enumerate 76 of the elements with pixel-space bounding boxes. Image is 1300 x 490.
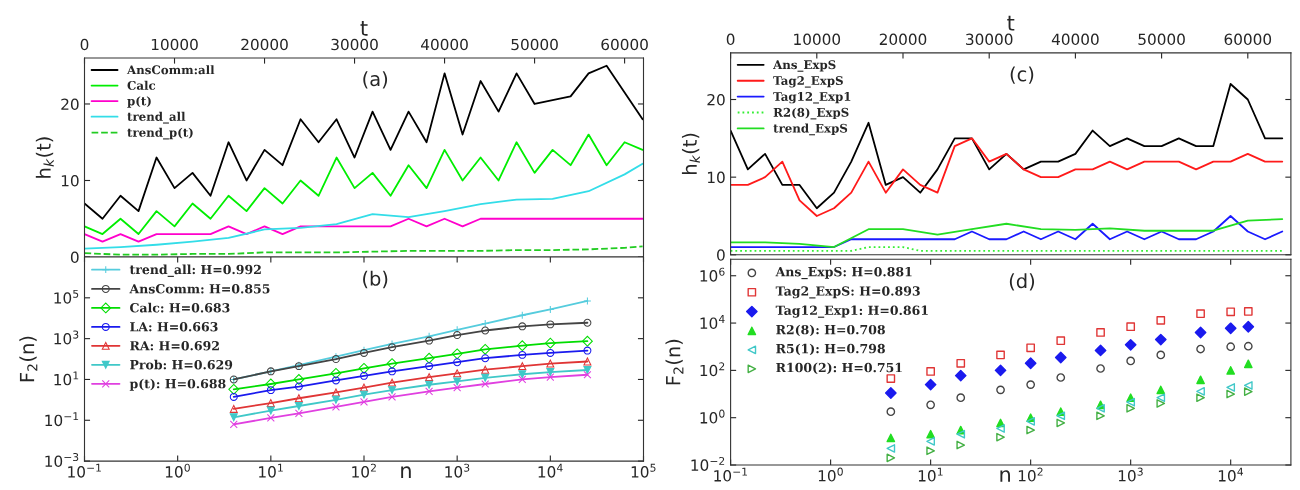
legend-label: R5(1): H=0.798 [776, 343, 885, 356]
x-axis-title: t [360, 21, 368, 36]
annotation: (b) [363, 270, 388, 289]
x-tick-label: 10000 [151, 38, 198, 51]
annotation: (c) [1010, 66, 1034, 84]
y-tick-label: 10$^{5}$ [54, 289, 79, 304]
x-tick-label: 30000 [331, 38, 378, 51]
legend-label: Calc: H=0.683 [130, 302, 230, 313]
y-axis-title: F$_{2}$(n) [665, 339, 684, 385]
y-axis-title: h$_{k}$(t) [681, 133, 700, 174]
legend-label: LA: H=0.663 [130, 321, 218, 332]
y-tick-label: 10$^{4}$ [700, 315, 725, 329]
y-tick-label: 10 [61, 174, 79, 187]
y-tick-label: 10$^{3}$ [54, 330, 79, 345]
x-tick-label: 10$^{0}$ [165, 463, 190, 478]
y-tick-label: 10$^{−3}$ [45, 452, 79, 467]
x-tick-label: 60000 [601, 38, 648, 51]
legend-label: Tag12_Exp1: H=0.861 [775, 305, 928, 318]
x-tick-label: 60000 [1224, 33, 1272, 46]
x-tick-label: 0 [80, 38, 89, 51]
x-tick-label: 10$^{4}$ [538, 463, 563, 478]
y-axis-title: h$_{k}$(t) [35, 137, 54, 178]
y-tick-label: 10$^{1}$ [54, 371, 79, 386]
x-tick-label: 10$^{4}$ [1218, 467, 1244, 482]
x-axis-title: n [401, 466, 411, 478]
legend-label: Ans_ExpS [773, 60, 836, 72]
y-tick-label: 10$^{2}$ [700, 362, 725, 377]
legend-label: p(t) [127, 96, 151, 108]
x-axis-title: n [1000, 470, 1010, 482]
x-tick-label: 40000 [1051, 33, 1099, 46]
x-tick-label: 10$^{3}$ [445, 463, 470, 478]
annotation: (d) [1009, 273, 1035, 291]
annotation: (a) [363, 71, 388, 89]
x-tick-label: 10$^{1}$ [259, 463, 283, 478]
y-tick-label: 10$^{6}$ [700, 267, 725, 282]
y-tick-label: 20 [707, 93, 725, 106]
y-tick-label: 10$^{0}$ [700, 409, 725, 424]
x-tick-label: 10$^{2}$ [352, 463, 376, 478]
x-tick-label: 10$^{3}$ [1118, 467, 1143, 482]
y-tick-label: 10$^{−2}$ [691, 456, 725, 471]
x-tick-label: 20000 [879, 33, 927, 46]
legend-label: R100(2): H=0.751 [776, 362, 902, 375]
x-tick-label: 10$^{0}$ [818, 467, 843, 482]
legend-label: Tag2_ExpS [773, 76, 843, 88]
x-tick-label: 10$^{1}$ [918, 467, 943, 482]
x-tick-label: 40000 [421, 38, 468, 51]
legend-label: Prob: H=0.629 [130, 359, 233, 370]
legend-label: R2(8): H=0.708 [776, 324, 885, 337]
x-tick-label: 10000 [794, 33, 841, 46]
y-tick-label: 10$^{−1}$ [45, 412, 79, 427]
legend-label: Calc [127, 80, 156, 90]
y-tick-label: 20 [61, 98, 79, 110]
x-tick-label: 0 [726, 33, 735, 46]
y-tick-label: 0 [717, 249, 725, 261]
x-tick-label: 30000 [966, 33, 1013, 46]
x-tick-label: 20000 [241, 38, 288, 51]
legend-label: Ans_ExpS: H=0.881 [775, 266, 912, 280]
x-axis-title: t [1007, 15, 1015, 31]
y-axis-title: F$_{2}$(n) [19, 336, 38, 382]
y-tick-label: 10 [707, 171, 725, 184]
legend-label: RA: H=0.692 [130, 340, 219, 351]
x-tick-label: 10$^{5}$ [631, 463, 656, 478]
legend-label: trend_ExpS [773, 123, 848, 136]
legend-label: trend_all: H=0.992 [129, 264, 261, 277]
x-tick-label: 10$^{2}$ [1018, 467, 1043, 482]
legend-label: Tag2_ExpS: H=0.893 [775, 286, 920, 299]
y-tick-label: 0 [70, 251, 79, 264]
legend-label: Tag12_Exp1 [773, 91, 851, 104]
x-tick-label: 50000 [1138, 33, 1185, 46]
x-tick-label: 50000 [511, 38, 558, 51]
legend-label: trend_p(t) [127, 127, 193, 140]
legend-label: p(t): H=0.688 [129, 378, 226, 391]
legend-label: AnsComm:all [126, 65, 215, 75]
legend-label: trend_all [127, 111, 186, 124]
legend-label: AnsComm: H=0.855 [129, 284, 270, 294]
legend-label: R2(8)_ExpS [773, 107, 849, 120]
